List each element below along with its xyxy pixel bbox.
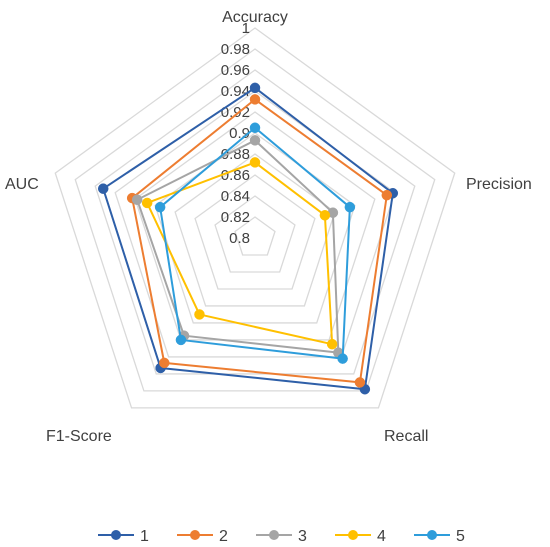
series-4-marker <box>249 157 261 168</box>
series-4-marker <box>194 309 205 320</box>
series-5-marker <box>154 201 166 213</box>
series-4-marker <box>141 197 153 209</box>
series-line-2 <box>131 98 388 384</box>
series-line-1 <box>102 86 394 391</box>
series-4-marker <box>326 338 338 350</box>
series-3-marker <box>249 135 261 146</box>
legend-marker-3 <box>269 530 279 540</box>
legend: 1 2 3 4 5 <box>98 528 465 545</box>
series-group <box>97 82 399 395</box>
tick-label: 0.9 <box>229 125 250 142</box>
series-1-marker <box>249 82 261 94</box>
grid-ring <box>74 48 436 392</box>
tick-label: 0.84 <box>221 188 250 205</box>
legend-label-4: 4 <box>377 528 386 545</box>
axis-title-precision: Precision <box>466 176 532 193</box>
legend-label-1: 1 <box>140 528 149 545</box>
tick-label: 1 <box>242 20 250 37</box>
series-5-marker <box>249 122 261 133</box>
grid-ring <box>94 69 416 375</box>
tick-label: 0.86 <box>221 167 250 184</box>
grid-ring <box>114 90 396 358</box>
axis-title-auc: AUC <box>5 176 39 193</box>
series-5-marker <box>337 353 348 364</box>
series-3-marker <box>131 194 143 205</box>
series-2-marker <box>249 94 261 105</box>
series-line-5 <box>159 126 351 360</box>
tick-label: 0.82 <box>221 209 250 226</box>
tick-label: 0.8 <box>229 230 250 247</box>
legend-marker-4 <box>348 530 358 540</box>
tick-label: 0.98 <box>221 41 250 58</box>
legend-label-3: 3 <box>298 528 307 545</box>
radial-tick-labels: 0.80.820.840.860.880.90.920.940.960.981 <box>221 20 250 247</box>
legend-label-2: 2 <box>219 528 228 545</box>
axis-titles: Accuracy Precision Recall F1-Score AUC <box>5 9 532 445</box>
series-2-marker <box>381 189 393 201</box>
legend-marker-2 <box>190 530 200 540</box>
series-5-marker <box>344 201 356 213</box>
legend-label-5: 5 <box>456 528 465 545</box>
series-1-marker <box>97 183 109 194</box>
grid-ring <box>134 111 376 341</box>
axis-title-accuracy: Accuracy <box>222 9 288 26</box>
series-line-3 <box>136 139 340 354</box>
series-4-marker <box>319 210 331 221</box>
series-line-4 <box>146 161 334 346</box>
legend-marker-5 <box>427 530 437 540</box>
legend-marker-1 <box>111 530 121 540</box>
grid-ring <box>54 27 456 409</box>
series-2-marker <box>354 377 366 388</box>
series-5-marker <box>175 334 187 346</box>
grid-ring <box>194 174 316 290</box>
axis-title-recall: Recall <box>384 428 428 445</box>
axis-title-f1-score: F1-Score <box>46 428 112 445</box>
series-2-marker <box>159 357 170 369</box>
grid-rings <box>54 27 456 409</box>
tick-label: 0.94 <box>221 83 250 100</box>
grid-ring <box>214 195 296 273</box>
tick-label: 0.96 <box>221 62 250 79</box>
grid-ring <box>234 216 276 256</box>
